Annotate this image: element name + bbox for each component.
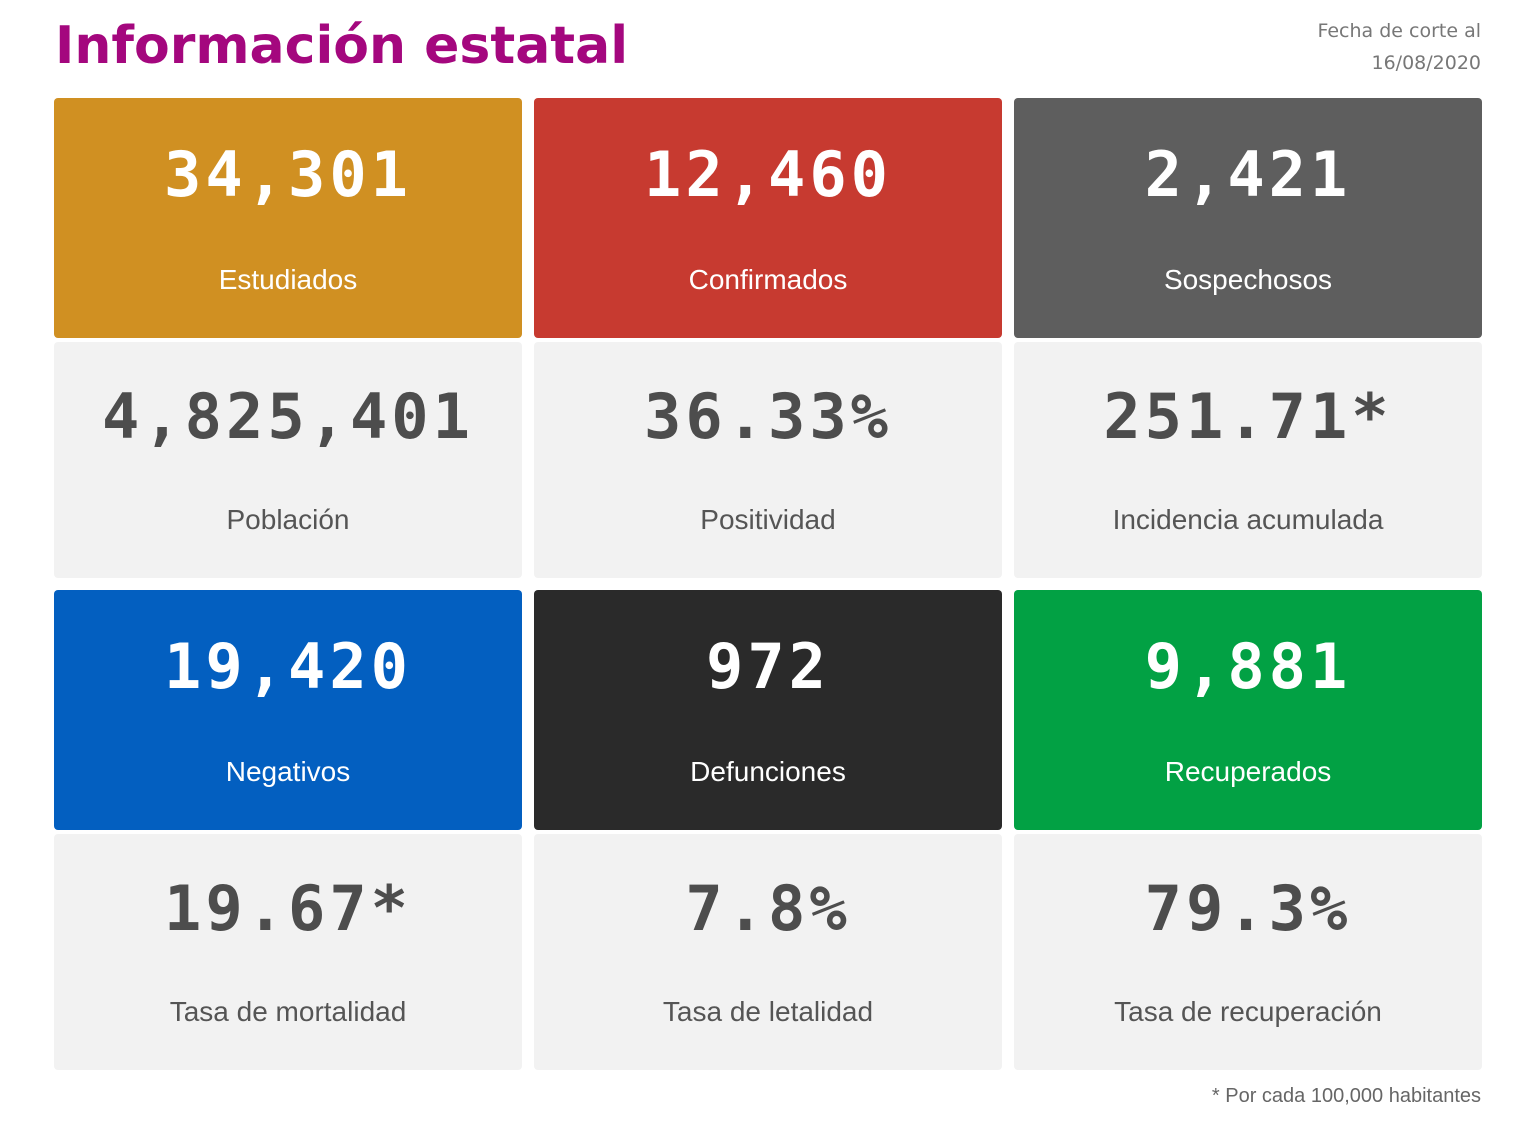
metric-card: 2,421 Sospechosos [1014,98,1482,338]
metric-card: 34,301 Estudiados [54,98,522,338]
metric-label: Sospechosos [1163,264,1333,295]
cutoff-date: 16/08/2020 [1371,52,1481,74]
page-title: Información estatal [55,16,629,76]
metric-value: 972 [706,630,830,703]
footnote: * Por cada 100,000 habitantes [1211,1085,1481,1107]
metric-card: 19,420 Negativos [54,590,522,830]
stat-value: 7.8% [685,872,851,945]
stat-value: 19.67* [164,872,412,945]
stat-label: Incidencia acumulada [1112,504,1384,535]
stat-label: Tasa de recuperación [1114,996,1382,1027]
metric-card: 12,460 Confirmados [534,98,1002,338]
metric-value: 12,460 [644,138,892,211]
metric-label: Confirmados [688,264,848,295]
metric-value: 34,301 [164,138,412,211]
metric-value: 19,420 [164,630,412,703]
metric-card: 9,881 Recuperados [1014,590,1482,830]
stat-card: 7.8% Tasa de letalidad [534,834,1002,1070]
stat-card: 36.33% Positividad [534,342,1002,578]
stat-value: 251.71* [1103,380,1393,453]
stat-label: Positividad [700,504,836,535]
stat-card: 79.3% Tasa de recuperación [1014,834,1482,1070]
stat-value: 79.3% [1144,872,1352,945]
stat-card: 4,825,401 Población [54,342,522,578]
metric-card: 972 Defunciones [534,590,1002,830]
metric-label: Defunciones [690,756,846,787]
stat-label: Tasa de mortalidad [169,996,407,1027]
metric-label: Estudiados [218,264,358,295]
stat-label: Tasa de letalidad [662,996,874,1027]
metric-label: Recuperados [1164,756,1332,787]
stat-card: 19.67* Tasa de mortalidad [54,834,522,1070]
metric-label: Negativos [225,756,351,787]
stat-value: 4,825,401 [102,380,474,453]
metric-value: 9,881 [1144,630,1352,703]
metric-value: 2,421 [1144,138,1352,211]
stat-label: Población [226,504,350,535]
stat-card: 251.71* Incidencia acumulada [1014,342,1482,578]
cutoff-date: Fecha de corte al [1317,20,1481,42]
stat-value: 36.33% [644,380,892,453]
